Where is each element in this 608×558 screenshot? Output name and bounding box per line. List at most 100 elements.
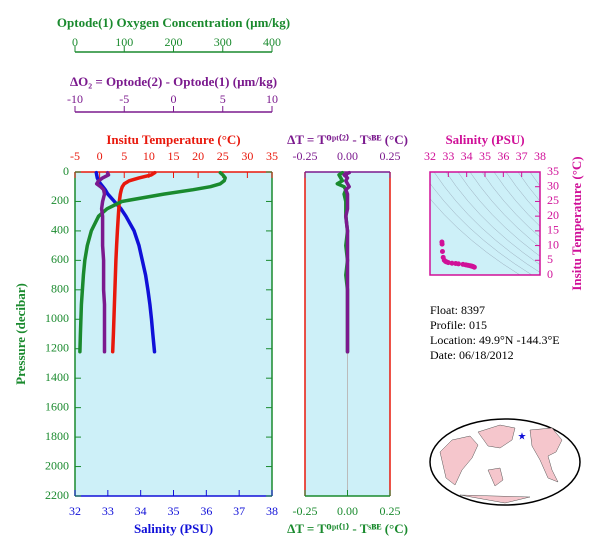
y-tick-label: 1200 [45,340,69,354]
x-tick-label: 37 [516,149,528,163]
x-tick-label: 34 [135,504,147,518]
x-tick-label: -10 [67,92,83,106]
x-tick-label: 35 [168,504,180,518]
x-tick-label: 0.00 [337,149,358,163]
isopycnal [505,172,540,215]
y-tick-label: 0 [547,267,553,281]
isopycnal [481,172,540,238]
x-tick-label: 400 [263,35,281,49]
y-tick-label: 2200 [45,488,69,502]
info-line: Float: 8397 [430,303,485,317]
y-tick-label: 35 [547,164,559,178]
axis-title: Salinity (PSU) [134,521,213,536]
x-tick-label: 33 [102,504,114,518]
axis-title: ΔT = Tᴼᵖᵗ⁽²⁾ - Tˢᴮᴱ (°C) [287,132,408,147]
ts-point [439,248,445,254]
y-tick-label: 5 [547,252,553,266]
land [439,435,479,486]
y-tick-label: 20 [547,208,559,222]
isopycnal [430,182,533,275]
x-tick-label: -0.25 [293,504,318,518]
x-tick-label: 0 [72,35,78,49]
x-tick-label: 25 [217,149,229,163]
x-tick-label: 32 [424,149,436,163]
ts-point [471,264,477,270]
x-tick-label: 36 [497,149,509,163]
x-tick-label: 200 [165,35,183,49]
profile-line [110,170,157,354]
x-tick-label: 35 [266,149,278,163]
x-tick-label: 5 [220,92,226,106]
ts-point [439,241,445,247]
x-tick-label: 30 [241,149,253,163]
x-tick-label: 300 [214,35,232,49]
isopycnal [469,172,540,248]
y-tick-label: 25 [547,193,559,207]
info-line: Location: 49.9°N -144.3°E [430,333,560,347]
x-tick-label: 10 [266,92,278,106]
axis-title: ΔT = Tᴼᵖᵗ⁽¹⁾ - Tˢᴮᴱ (°C) [287,521,408,536]
x-tick-label: 0.25 [380,149,401,163]
info-line: Date: 06/18/2012 [430,348,514,362]
land [487,467,504,487]
isopycnal [457,172,540,257]
y-axis-title: Insitu Temperature (°C) [569,156,584,290]
isopycnal [433,172,540,273]
y-tick-label: 15 [547,223,559,237]
y-tick-label: 800 [51,282,69,296]
y-tick-label: 0 [63,164,69,178]
x-tick-label: 100 [115,35,133,49]
y-tick-label: 1800 [45,429,69,443]
land [477,424,516,449]
x-tick-label: 32 [69,504,81,518]
axis-title: Salinity (PSU) [445,132,524,147]
y-tick-label: 1400 [45,370,69,384]
x-tick-label: 33 [442,149,454,163]
x-tick-label: 38 [534,149,546,163]
x-tick-label: 5 [121,149,127,163]
x-tick-label: 15 [168,149,180,163]
y-tick-label: 400 [51,223,69,237]
x-tick-label: 20 [192,149,204,163]
isopycnal [445,172,540,265]
axis-title: Optode(1) Oxygen Concentration (µm/kg) [57,15,290,30]
x-tick-label: 37 [233,504,245,518]
plot-background [430,172,540,275]
x-tick-label: 0.25 [380,504,401,518]
isopycnal [517,172,540,202]
y-tick-label: 1000 [45,311,69,325]
info-line: Profile: 015 [430,318,487,332]
y-tick-label: 600 [51,252,69,266]
ts-point [449,260,455,266]
x-tick-label: -0.25 [293,149,318,163]
axis-title: Insitu Temperature (°C) [106,132,240,147]
y-axis-title: Pressure (decibar) [13,283,28,385]
x-tick-label: 38 [266,504,278,518]
y-tick-label: 10 [547,237,559,251]
world-map: ★ [429,418,581,506]
ts-point [445,260,451,266]
x-tick-label: 0.00 [337,504,358,518]
axis-title: ΔO₂ = Optode(2) - Optode(1) (µm/kg) [70,74,277,89]
x-tick-label: 0 [171,92,177,106]
isopycnal [430,198,521,275]
x-tick-label: -5 [119,92,129,106]
isopycnal [493,172,540,227]
y-tick-label: 30 [547,178,559,192]
x-tick-label: 10 [143,149,155,163]
land [529,427,563,483]
land [459,494,531,504]
profile-line [342,170,351,354]
x-tick-label: -5 [70,149,80,163]
y-tick-label: 2000 [45,458,69,472]
ts-point [455,261,461,267]
y-tick-label: 1600 [45,399,69,413]
plot-background [75,172,272,496]
location-marker: ★ [518,431,527,442]
x-tick-label: 0 [97,149,103,163]
x-tick-label: 36 [200,504,212,518]
x-tick-label: 34 [461,149,473,163]
profile-line [94,170,111,354]
